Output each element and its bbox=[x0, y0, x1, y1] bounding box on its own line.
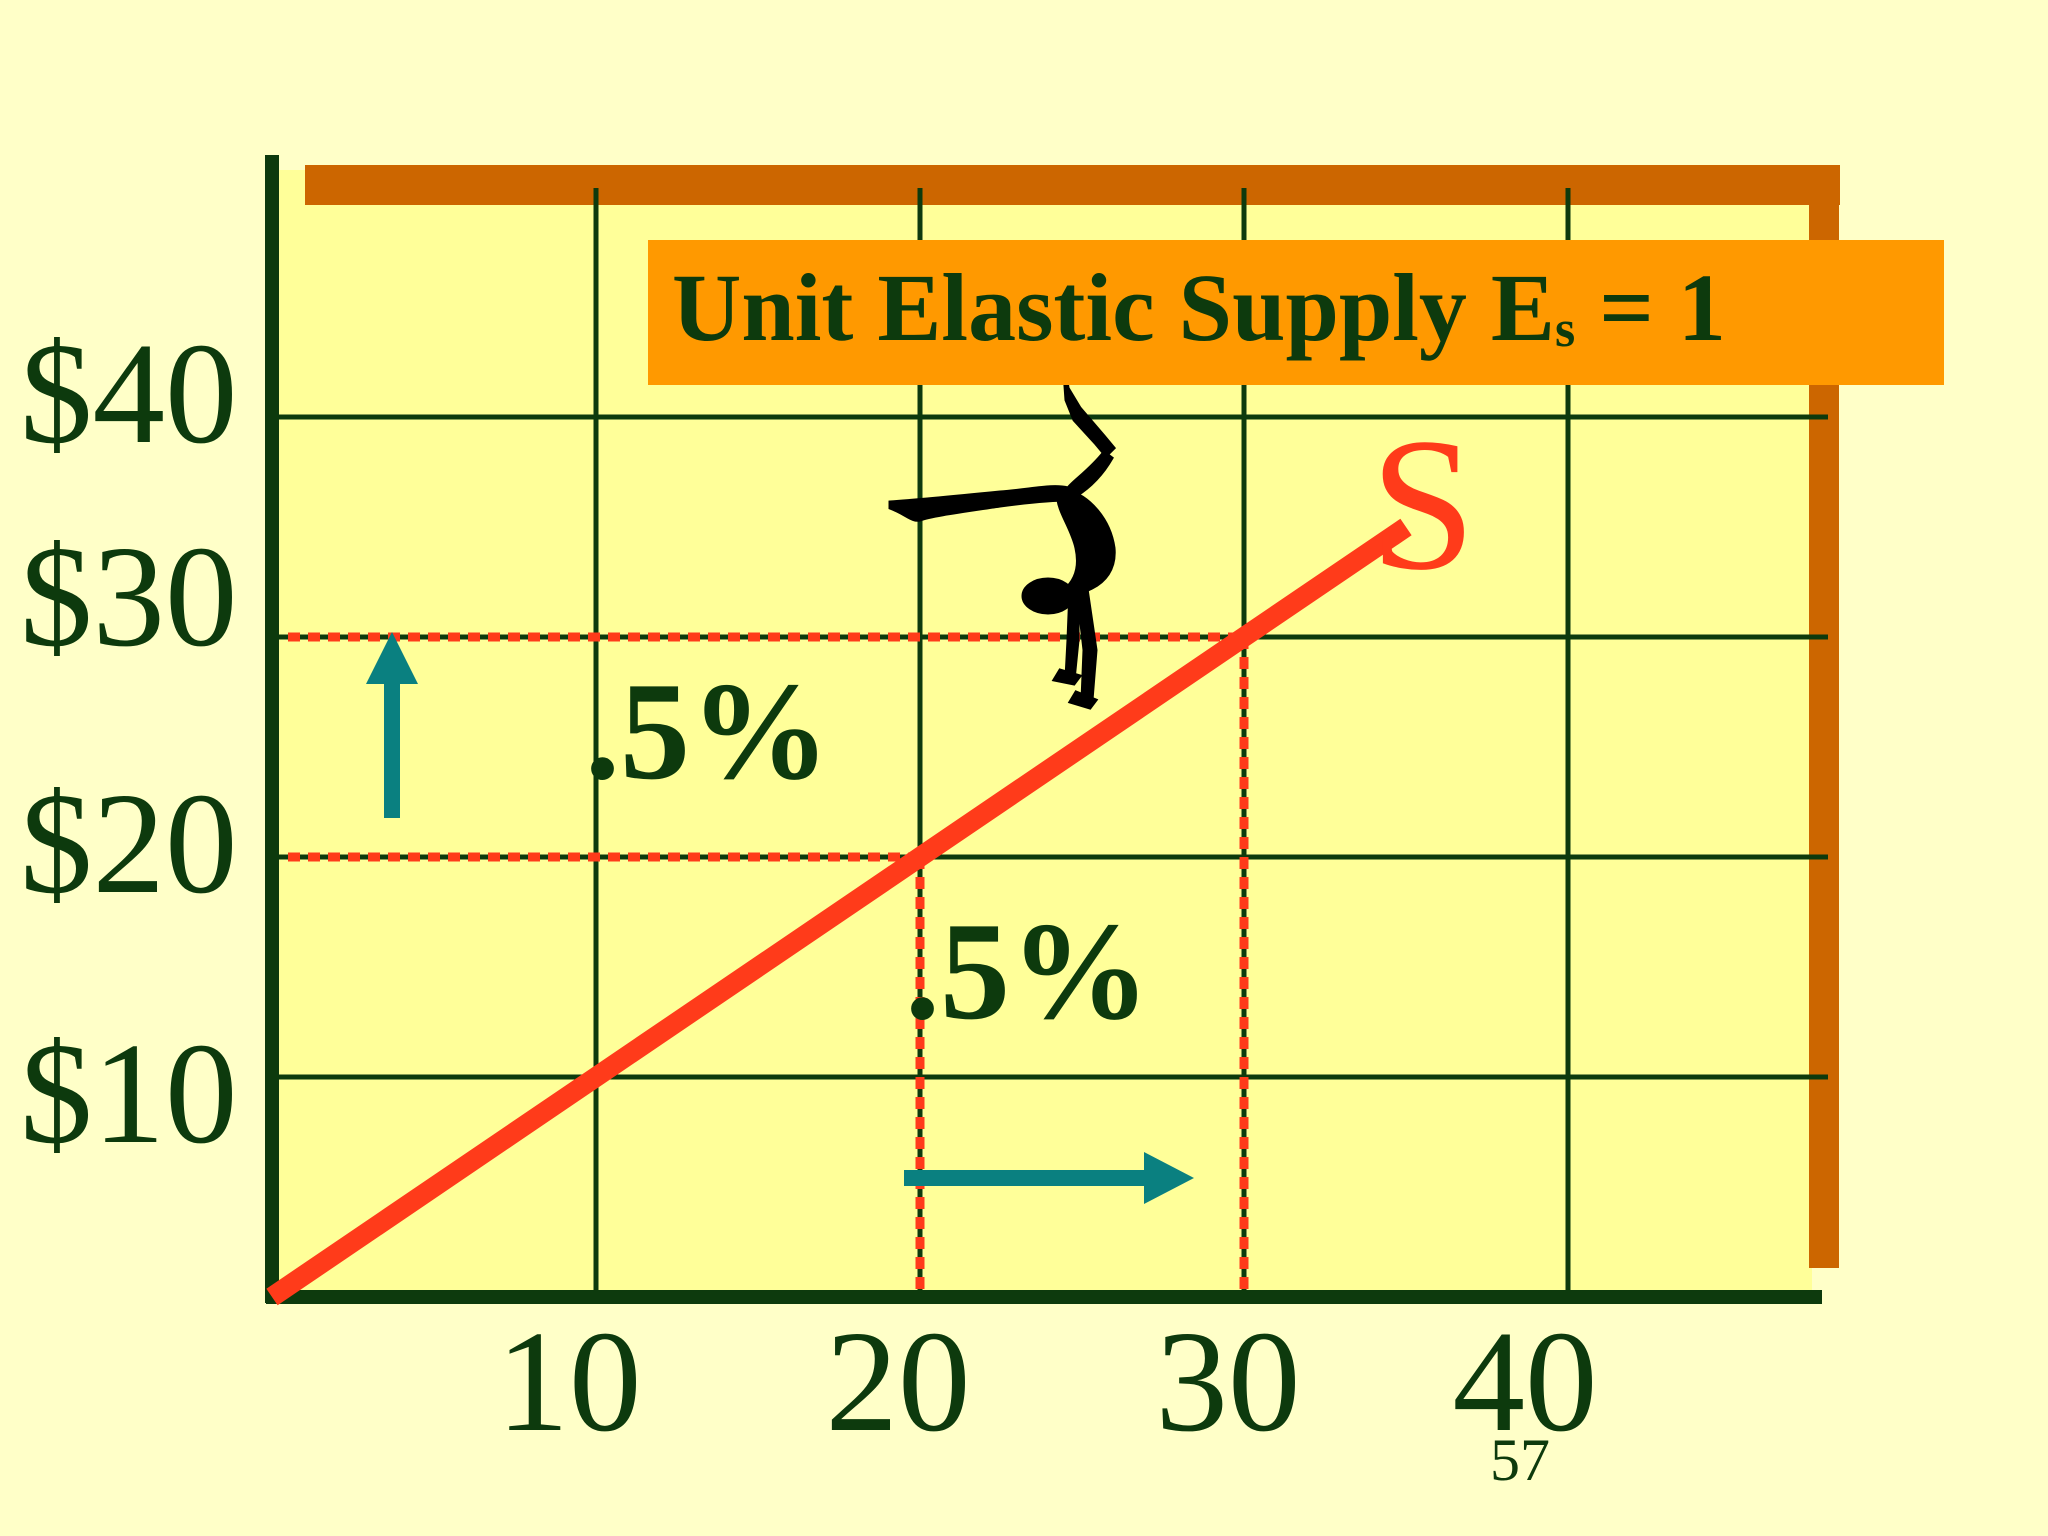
y-tick-label-30: $30 bbox=[20, 517, 238, 677]
y-tick-label-10: $10 bbox=[20, 1014, 238, 1174]
quantity-change-percent: .5% bbox=[905, 894, 1150, 1049]
chart-title-suffix: = 1 bbox=[1575, 254, 1726, 361]
chart-title-main: Unit Elastic Supply E bbox=[672, 254, 1555, 361]
guide-lines bbox=[288, 632, 1249, 1291]
axes bbox=[265, 155, 1822, 1304]
quantity-increase-arrow bbox=[904, 1152, 1194, 1204]
chart-title-subscript: s bbox=[1554, 301, 1576, 358]
page-number: 57 bbox=[1490, 1427, 1550, 1493]
supply-curve bbox=[266, 518, 1412, 1306]
y-tick-label-40: $40 bbox=[20, 314, 238, 474]
x-tick-label-10: 10 bbox=[496, 1302, 642, 1462]
series-layer bbox=[266, 518, 1412, 1306]
x-tick-label-40: 40 bbox=[1452, 1302, 1598, 1462]
title-box bbox=[648, 240, 1944, 385]
y-tick-label-20: $20 bbox=[20, 764, 238, 924]
x-tick-label-20: 20 bbox=[825, 1302, 971, 1462]
x-tick-label-30: 30 bbox=[1155, 1302, 1301, 1462]
chart-title: Unit Elastic Supply Es = 1 bbox=[672, 248, 1726, 390]
price-change-percent: .5% bbox=[585, 654, 830, 809]
gymnast-figure bbox=[888, 343, 1117, 710]
price-increase-arrow bbox=[366, 632, 418, 818]
supply-curve-label: S bbox=[1370, 400, 1476, 610]
